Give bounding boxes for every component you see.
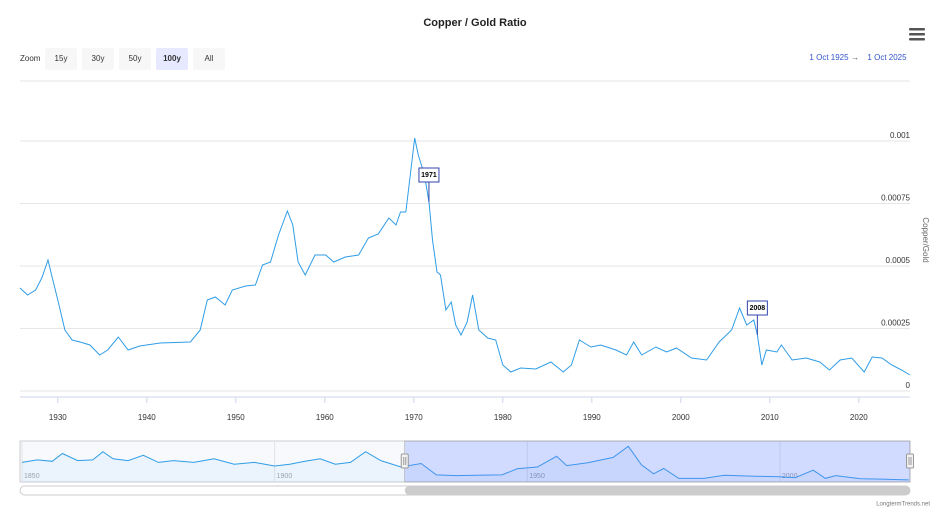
x-tick-label: 1980 <box>494 413 512 422</box>
flag-box[interactable] <box>418 167 440 183</box>
y-tick-label: 0.001 <box>890 131 911 140</box>
zoom-button[interactable] <box>45 48 77 70</box>
x-tick-label: 2000 <box>672 413 690 422</box>
x-tick-label: 2020 <box>850 413 868 422</box>
zoom-label: Zoom <box>20 54 41 63</box>
flag-box[interactable] <box>746 300 768 316</box>
x-tick-label: 1990 <box>583 413 601 422</box>
zoom-button[interactable] <box>156 48 188 70</box>
credit[interactable]: LongtermTrends.net <box>876 502 930 508</box>
navigator-area <box>22 446 909 482</box>
y-axis-title: Copper/Gold <box>921 217 930 262</box>
y-tick-label: 0 <box>906 381 911 390</box>
x-tick-label: 2010 <box>761 413 779 422</box>
range-arrow: → <box>851 53 859 62</box>
y-tick-label: 0.00025 <box>881 319 910 328</box>
zoom-button-label: All <box>205 54 214 63</box>
menu-bar <box>909 38 925 41</box>
zoom-button-label: 30y <box>92 54 105 63</box>
series-line <box>19 137 911 376</box>
navigator-line <box>21 445 909 481</box>
x-tick-label: 1950 <box>227 413 245 422</box>
flag-label: 2008 <box>750 305 766 312</box>
chart-title: Copper / Gold Ratio <box>423 17 527 29</box>
navigator-handle[interactable] <box>906 453 914 469</box>
x-tick-label: 1940 <box>138 413 156 422</box>
scrollbar-thumb[interactable] <box>404 486 910 495</box>
zoom-button[interactable] <box>82 48 114 70</box>
menu-bar <box>909 28 925 31</box>
menu-bar <box>909 33 925 36</box>
navigator-tick-label: 1850 <box>24 473 40 480</box>
navigator-handle[interactable] <box>400 453 409 469</box>
y-tick-label: 0.0005 <box>886 256 911 265</box>
navigator-selection[interactable] <box>404 440 911 483</box>
zoom-button-label: 50y <box>129 54 142 63</box>
navigator-unselected <box>20 441 405 482</box>
navigator-tick-label: 1950 <box>529 473 545 480</box>
range-to[interactable]: 1 Oct 2025 <box>867 53 907 62</box>
range-from[interactable]: 1 Oct 1925 <box>809 53 849 62</box>
x-tick-label: 1960 <box>316 413 334 422</box>
navigator-tick-label: 2000 <box>782 473 798 480</box>
flag-label: 1971 <box>421 172 437 179</box>
zoom-button[interactable] <box>119 48 151 70</box>
y-tick-label: 0.00075 <box>881 194 910 203</box>
zoom-button-label: 100y <box>163 54 181 63</box>
menu-button[interactable] <box>908 26 926 42</box>
zoom-button[interactable] <box>193 48 225 70</box>
navigator-tick-label: 1900 <box>277 473 293 480</box>
x-tick-label: 1930 <box>49 413 67 422</box>
zoom-button-label: 15y <box>55 54 68 63</box>
x-tick-label: 1970 <box>405 413 423 422</box>
